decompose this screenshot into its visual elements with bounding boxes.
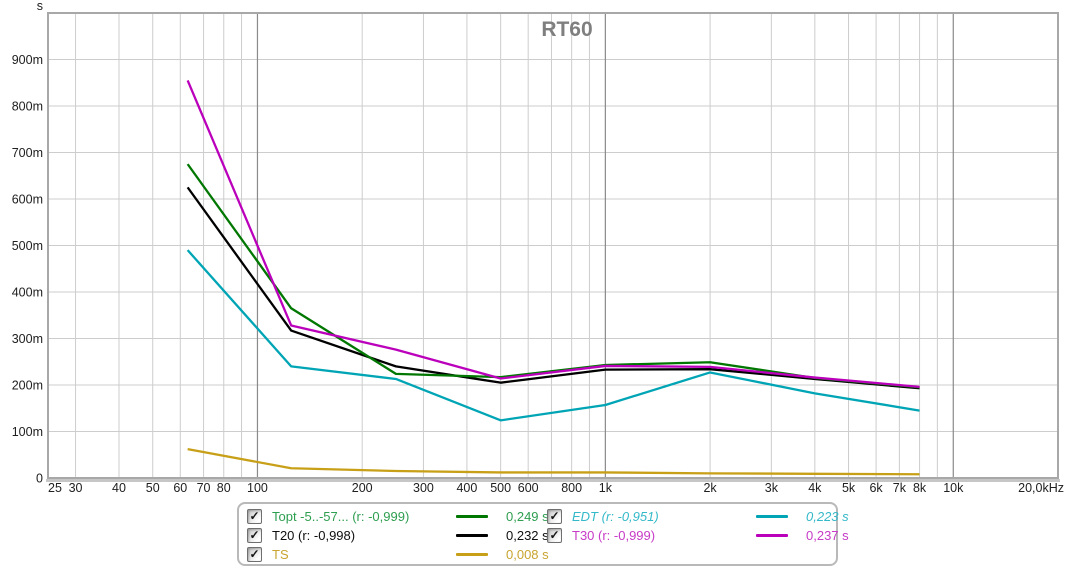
- topt-checkbox[interactable]: ✓: [247, 509, 262, 524]
- x-tick-label: 800: [561, 481, 582, 495]
- x-tick-label: 70: [197, 481, 211, 495]
- t20-label: T20 (r: -0,998): [272, 528, 356, 543]
- t30-line-swatch: [756, 534, 788, 537]
- t20-value: 0,232 s: [506, 528, 549, 543]
- x-tick-label: 200: [352, 481, 373, 495]
- series-line-ts: [187, 448, 920, 476]
- series-line-topt: [186, 163, 920, 389]
- ts-checkbox[interactable]: ✓: [247, 547, 262, 562]
- topt-value: 0,249 s: [506, 509, 549, 524]
- t30-value: 0,237 s: [806, 528, 849, 543]
- checkmark-icon: ✓: [249, 508, 260, 523]
- series-line-edt: [186, 249, 920, 422]
- y-tick-label: 900m: [12, 53, 43, 67]
- checkmark-icon: ✓: [249, 527, 260, 542]
- x-tick-label: 10k: [943, 481, 964, 495]
- ts-line-swatch: [456, 553, 488, 556]
- ts-value: 0,008 s: [506, 547, 549, 562]
- legend-row-ts: ✓ TS 0,008 s: [247, 545, 549, 564]
- series-line-t20: [186, 186, 920, 390]
- y-tick-label: 500m: [12, 239, 43, 253]
- x-tick-label: 1k: [599, 481, 613, 495]
- topt-line-swatch: [456, 515, 488, 518]
- t30-label: T30 (r: -0,999): [572, 528, 656, 543]
- x-tick-label: 8k: [913, 481, 927, 495]
- checkmark-icon: ✓: [249, 546, 260, 561]
- x-tick-label: 400: [456, 481, 477, 495]
- checkmark-icon: ✓: [549, 508, 560, 523]
- topt-label: Topt -5..-57... (r: -0,999): [272, 509, 410, 524]
- y-tick-label: 700m: [12, 146, 43, 160]
- series-line-t30: [186, 79, 920, 389]
- x-tick-label: 6k: [869, 481, 883, 495]
- x-tick-label: 5k: [842, 481, 856, 495]
- t20-checkbox[interactable]: ✓: [247, 528, 262, 543]
- edt-value: 0,223 s: [806, 509, 849, 524]
- y-tick-label: 200m: [12, 379, 43, 393]
- ts-label: TS: [272, 547, 289, 562]
- legend-box: ✓ Topt -5..-57... (r: -0,999) 0,249 s ✓ …: [237, 502, 849, 566]
- t20-line-swatch: [456, 534, 488, 537]
- edt-checkbox[interactable]: ✓: [547, 509, 562, 524]
- x-tick-label: 50: [146, 481, 160, 495]
- x-tick-label: 300: [413, 481, 434, 495]
- x-tick-label: 600: [518, 481, 539, 495]
- x-tick-label: 40: [112, 481, 126, 495]
- y-tick-label: 0: [36, 472, 43, 486]
- x-tick-label: 20,0kHz: [1018, 481, 1064, 495]
- legend-row-edt: ✓ EDT (r: -0,951) 0,223 s: [547, 507, 849, 526]
- x-tick-label: 80: [217, 481, 231, 495]
- legend-row-t20: ✓ T20 (r: -0,998) 0,232 s: [247, 526, 549, 545]
- x-tick-label: 60: [173, 481, 187, 495]
- checkmark-icon: ✓: [549, 527, 560, 542]
- x-tick-label: 7k: [893, 481, 907, 495]
- x-tick-label: 3k: [765, 481, 779, 495]
- legend-right-column: ✓ EDT (r: -0,951) 0,223 s ✓ T30 (r: -0,9…: [547, 507, 849, 564]
- plot-border: [47, 12, 1059, 479]
- y-tick-label: 800m: [12, 100, 43, 114]
- rt60-plot: RT60 s 900m 800m 700m 600m 500m 400m 300m 200m 100…: [12, 0, 1064, 495]
- x-tick-label: 25: [48, 481, 62, 495]
- y-tick-label: 300m: [12, 332, 43, 346]
- legend-left-column: ✓ Topt -5..-57... (r: -0,999) 0,249 s ✓ …: [247, 507, 549, 564]
- edt-line-swatch: [756, 515, 788, 518]
- chart-title: RT60: [541, 18, 592, 41]
- x-tick-label: 100: [247, 481, 268, 495]
- legend-row-topt: ✓ Topt -5..-57... (r: -0,999) 0,249 s: [247, 507, 549, 526]
- x-tick-label: 4k: [808, 481, 822, 495]
- t30-checkbox[interactable]: ✓: [547, 528, 562, 543]
- x-tick-label: 2k: [703, 481, 717, 495]
- x-tick-label: 30: [69, 481, 83, 495]
- y-tick-label: 400m: [12, 286, 43, 300]
- edt-label: EDT (r: -0,951): [572, 509, 659, 524]
- x-tick-label: 500: [490, 481, 511, 495]
- y-axis-unit: s: [37, 0, 43, 13]
- y-tick-label: 100m: [12, 425, 43, 439]
- legend-row-t30: ✓ T30 (r: -0,999) 0,237 s: [547, 526, 849, 545]
- y-tick-label: 600m: [12, 193, 43, 207]
